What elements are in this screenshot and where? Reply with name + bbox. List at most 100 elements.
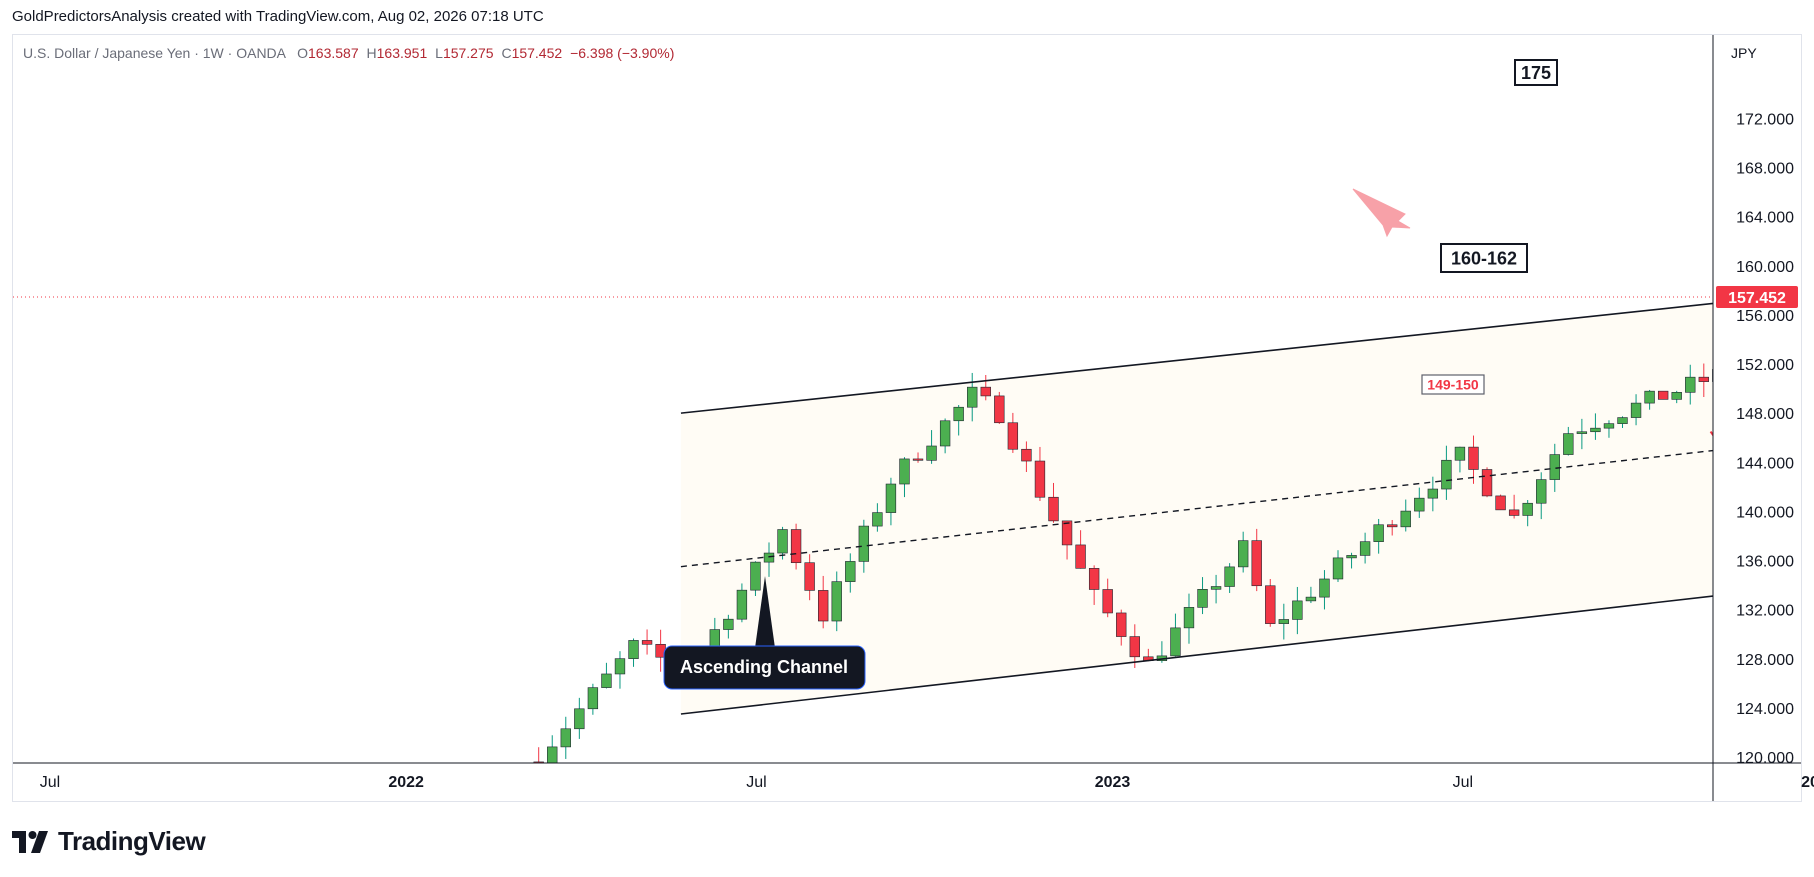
candle-down — [1034, 446, 1046, 501]
candle-body — [926, 445, 937, 461]
candle-body — [1481, 469, 1493, 497]
candle-up — [750, 561, 761, 596]
candle-up — [939, 418, 951, 454]
chart-caption: GoldPredictorsAnalysis created with Trad… — [12, 8, 544, 25]
candle-body — [1767, 428, 1777, 454]
candle-body — [1522, 502, 1533, 516]
candle-body — [1210, 586, 1222, 590]
candle-up — [1536, 472, 1547, 520]
close-value: 157.452 — [511, 45, 563, 61]
support-label-box — [1421, 374, 1485, 395]
candle-up — [574, 697, 585, 739]
candle-up — [926, 430, 937, 464]
candle-up — [899, 457, 910, 498]
candle-down — [1251, 528, 1262, 592]
candle-body — [1590, 427, 1601, 433]
candle-up — [845, 553, 856, 593]
candle-up — [1576, 418, 1588, 450]
candle-down — [1116, 609, 1127, 646]
candle-body — [533, 761, 544, 763]
candle-up — [1346, 552, 1357, 569]
candle-body — [831, 581, 842, 622]
candle-body — [1265, 585, 1276, 624]
symbol-description: U.S. Dollar / Japanese Yen · 1W · OANDA — [23, 45, 286, 61]
price-tick-label: 144.000 — [1736, 455, 1794, 472]
candle-body — [763, 552, 775, 563]
candle-body — [1021, 448, 1032, 462]
candle-body — [1644, 390, 1655, 404]
candle-up — [1359, 532, 1371, 564]
target-label-box — [1514, 59, 1558, 86]
price-tick-label: 124.000 — [1736, 701, 1794, 718]
candle-body — [804, 562, 815, 591]
candle-down — [641, 629, 653, 655]
candle-up — [1712, 369, 1713, 382]
candle-body — [845, 561, 856, 582]
candle-down — [1657, 390, 1669, 400]
candle-body — [1061, 520, 1073, 546]
candle-body — [641, 640, 653, 645]
candle-body — [872, 512, 883, 527]
candle-body — [614, 658, 626, 675]
candle-up — [1630, 394, 1642, 426]
target-label: 175 — [1521, 63, 1551, 83]
candle-body — [1630, 402, 1642, 418]
candle-body — [1237, 540, 1249, 568]
candle-body — [994, 395, 1005, 424]
candle-body — [601, 673, 612, 688]
candle-body — [818, 590, 829, 622]
candle-body — [1454, 446, 1466, 461]
high-label: H — [366, 45, 377, 61]
price-tick-label: 152.000 — [1736, 357, 1794, 374]
candle-body — [967, 386, 978, 408]
candle-body — [1414, 497, 1425, 512]
candle-up — [1332, 550, 1344, 582]
candle-body — [1441, 459, 1452, 490]
candle-body — [953, 406, 964, 422]
candle-up — [1170, 613, 1181, 657]
candle-body — [736, 589, 748, 620]
candle-body — [1712, 369, 1713, 382]
candle-body — [1034, 460, 1046, 498]
channel-lower-line — [680, 595, 1713, 715]
candle-down — [1075, 530, 1086, 569]
zone-label-box — [1440, 243, 1528, 273]
price-tick-label: 156.000 — [1736, 308, 1794, 325]
candle-down — [818, 575, 829, 629]
candle-body — [1740, 373, 1750, 401]
candle-down — [533, 747, 544, 763]
candle-body — [560, 728, 571, 748]
candle-down — [1726, 363, 1736, 381]
price-tick-label: 160.000 — [1736, 259, 1794, 276]
candle-up — [587, 683, 599, 715]
zone-label: 160-162 — [1451, 248, 1517, 268]
candle-body — [750, 561, 761, 591]
candle-down — [1088, 565, 1100, 605]
candle-up — [1644, 389, 1655, 410]
candle-down — [1265, 579, 1276, 627]
candle-body — [912, 458, 924, 461]
currency-label[interactable]: JPY — [1731, 45, 1757, 61]
candle-down — [980, 375, 991, 401]
candle-body — [777, 529, 788, 554]
candle-up — [1414, 487, 1425, 518]
candle-up — [1427, 476, 1439, 512]
candle-up — [831, 571, 842, 632]
price-tick-label: 148.000 — [1736, 406, 1794, 423]
time-tick-label: Jul — [746, 774, 766, 791]
candle-body — [1251, 540, 1262, 587]
current-price-tag — [1716, 286, 1798, 309]
candle-up — [1400, 499, 1411, 532]
candle-up — [736, 583, 748, 623]
candle-body — [1332, 557, 1344, 580]
channel-fill — [680, 303, 1713, 715]
candle-body — [1685, 376, 1696, 393]
chart-frame[interactable] — [12, 34, 1802, 802]
candle-up — [1563, 426, 1574, 456]
candle-body — [1698, 376, 1709, 382]
tradingview-brand[interactable]: TradingView — [12, 826, 206, 857]
candle-body — [1794, 468, 1804, 495]
candle-up — [953, 405, 964, 436]
candle-body — [1088, 568, 1100, 590]
